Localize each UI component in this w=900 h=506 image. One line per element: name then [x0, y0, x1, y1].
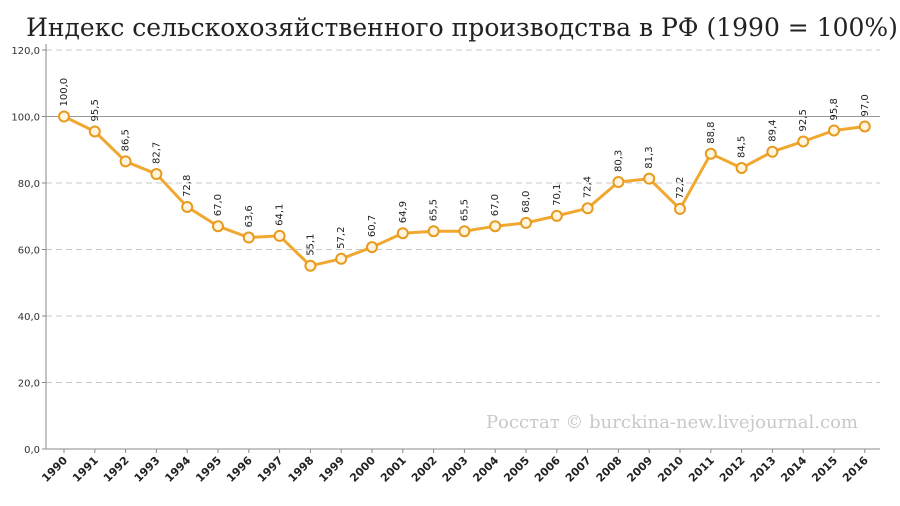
data-point-2010 — [674, 202, 686, 215]
grid-lines — [46, 49, 880, 383]
x-tick-label-2015: 2015 — [809, 454, 840, 485]
x-tick-label-1993: 1993 — [132, 454, 163, 485]
data-label-1996: 63,6 — [244, 205, 255, 227]
x-tick-label-2013: 2013 — [748, 454, 779, 485]
data-label-1998: 55,1 — [305, 234, 316, 256]
data-label-2013: 89,4 — [767, 119, 778, 141]
x-tick-label-1994: 1994 — [162, 454, 193, 485]
data-label-1990: 100,0 — [59, 78, 70, 107]
series-markers — [58, 110, 871, 272]
y-tick-label-40: 40,0 — [18, 312, 40, 323]
x-tick-label-2000: 2000 — [347, 454, 378, 485]
x-tick-label-1990: 1990 — [39, 454, 70, 485]
x-tick-label-2001: 2001 — [378, 454, 409, 485]
data-label-2006: 70,1 — [552, 184, 563, 206]
data-label-1999: 57,2 — [336, 227, 347, 249]
chart-title: Индекс сельскохозяйственного производств… — [26, 13, 898, 42]
data-point-2012 — [735, 162, 748, 175]
x-tick-label-2011: 2011 — [686, 454, 717, 485]
data-point-1999 — [335, 252, 348, 265]
data-point-2000 — [366, 241, 378, 254]
data-point-2003 — [458, 225, 471, 238]
y-tick-label-60: 60,0 — [18, 246, 40, 257]
data-label-1997: 64,1 — [275, 204, 286, 226]
data-point-2007 — [581, 202, 594, 215]
x-tick-label-2005: 2005 — [501, 454, 532, 485]
x-axis-ticks: 1990 1991 1992 1993 1994 1995 1996 1997 1998 1999… — [39, 449, 871, 485]
data-point-1995 — [212, 220, 224, 233]
data-label-2004: 67,0 — [490, 194, 501, 216]
x-tick-label-2016: 2016 — [840, 454, 871, 485]
x-tick-label-2008: 2008 — [594, 454, 625, 485]
data-point-2006 — [550, 209, 563, 222]
axes — [45, 44, 880, 450]
data-point-2011 — [704, 147, 717, 160]
data-label-2009: 81,3 — [644, 146, 655, 168]
x-tick-label-2003: 2003 — [440, 454, 471, 485]
data-labels: 100,0 95,5 86,5 82,7 72,8 67,0 63,6 64,1 55,1 57,… — [59, 78, 871, 256]
x-tick-label-2009: 2009 — [624, 454, 655, 485]
data-point-1998 — [304, 259, 317, 272]
y-tick-label-20: 20,0 — [18, 379, 40, 390]
y-tick-label-120: 120,0 — [11, 46, 40, 57]
data-point-2008 — [612, 176, 625, 189]
data-label-2007: 72,4 — [583, 176, 594, 198]
x-tick-label-1992: 1992 — [101, 454, 132, 485]
data-point-2015 — [828, 124, 840, 137]
y-tick-label-80: 80,0 — [18, 179, 40, 190]
data-point-1992 — [119, 155, 132, 168]
data-point-2013 — [766, 145, 779, 158]
y-axis-ticks: 0,0 20,0 40,0 60,0 80,0 100,0 120,0 — [11, 46, 46, 456]
data-label-2011: 88,8 — [706, 121, 717, 143]
data-label-2005: 68,0 — [521, 191, 532, 213]
x-tick-label-2004: 2004 — [470, 454, 501, 485]
x-tick-label-2010: 2010 — [655, 454, 686, 485]
data-point-1997 — [273, 229, 286, 242]
data-label-2000: 60,7 — [367, 215, 378, 237]
x-tick-label-1998: 1998 — [286, 454, 317, 485]
data-label-2008: 80,3 — [613, 150, 624, 172]
x-tick-label-2014: 2014 — [778, 454, 809, 485]
data-label-1991: 95,5 — [90, 99, 101, 121]
data-label-2001: 64,9 — [398, 201, 409, 223]
x-tick-label-1997: 1997 — [255, 454, 286, 485]
data-label-1992: 86,5 — [121, 129, 132, 151]
data-label-2012: 84,5 — [737, 136, 748, 158]
data-point-1993 — [150, 168, 163, 181]
y-tick-label-0: 0,0 — [24, 445, 40, 456]
x-tick-label-1996: 1996 — [224, 454, 255, 485]
data-point-2005 — [520, 216, 532, 229]
x-tick-label-2012: 2012 — [717, 454, 748, 485]
data-label-2010: 72,2 — [675, 177, 686, 199]
watermark-text: Росстат © burckina-new.livejournal.com — [486, 412, 858, 433]
data-point-2014 — [797, 135, 810, 148]
data-label-2003: 65,5 — [459, 199, 470, 221]
data-label-2002: 65,5 — [429, 199, 440, 221]
data-point-2004 — [489, 220, 502, 233]
data-point-1996 — [242, 231, 255, 244]
data-label-1995: 67,0 — [213, 194, 224, 216]
data-label-2014: 92,5 — [798, 109, 809, 131]
x-tick-label-1999: 1999 — [316, 454, 347, 485]
data-point-2001 — [396, 227, 409, 240]
data-point-1990 — [58, 110, 70, 123]
data-label-2015: 95,8 — [829, 98, 840, 120]
data-label-1993: 82,7 — [151, 142, 162, 164]
x-tick-label-1995: 1995 — [193, 454, 224, 485]
data-point-2002 — [427, 225, 440, 238]
data-label-1994: 72,8 — [182, 175, 193, 197]
x-tick-label-2002: 2002 — [409, 454, 440, 485]
x-tick-label-1991: 1991 — [70, 454, 101, 485]
data-point-2009 — [643, 172, 656, 185]
y-tick-label-100: 100,0 — [11, 113, 40, 124]
data-label-2016: 97,0 — [860, 94, 871, 116]
x-tick-label-2006: 2006 — [532, 454, 563, 485]
data-point-1994 — [181, 200, 194, 213]
x-tick-label-2007: 2007 — [563, 454, 594, 485]
data-point-2016 — [858, 120, 871, 133]
data-point-1991 — [88, 125, 101, 138]
